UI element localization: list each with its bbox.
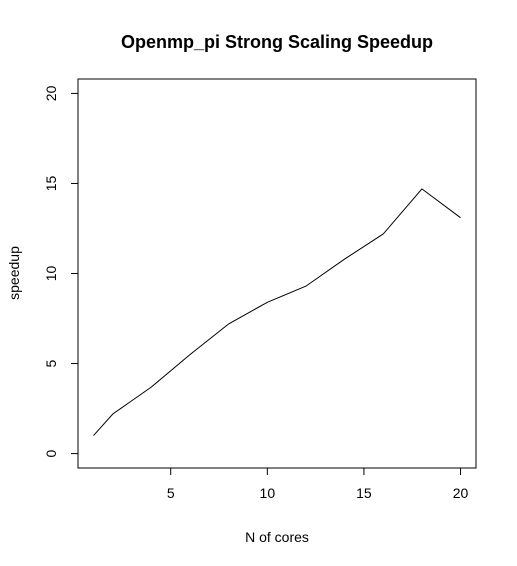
y-tick-label: 20	[43, 85, 59, 101]
x-tick-label: 5	[167, 485, 175, 501]
plot-frame	[77, 78, 477, 469]
series-line	[93, 188, 461, 436]
x-tick-label: 10	[260, 485, 276, 501]
y-tick-label: 5	[43, 359, 59, 367]
y-tick-label: 0	[43, 449, 59, 457]
chart-title: Openmp_pi Strong Scaling Speedup	[121, 32, 433, 52]
x-axis-label: N of cores	[245, 529, 309, 545]
x-tick-label: 15	[356, 485, 372, 501]
x-axis: 5 10 15 20	[167, 468, 469, 501]
y-tick-label: 10	[43, 266, 59, 282]
y-tick-label: 15	[43, 175, 59, 191]
y-axis-label: speedup	[6, 246, 22, 300]
x-tick-label: 20	[453, 485, 469, 501]
y-axis: 0 5 10 15 20	[43, 85, 78, 457]
